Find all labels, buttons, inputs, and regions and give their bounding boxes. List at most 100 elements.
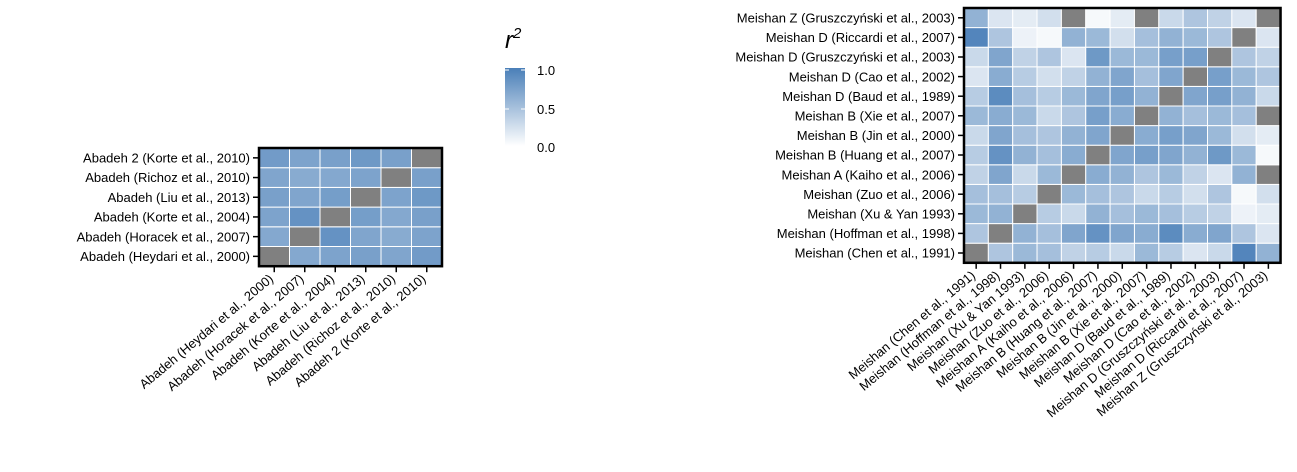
y-tick-label: Meishan D (Riccardi et al., 2007): [766, 30, 955, 45]
heatmap-cell: [1207, 164, 1233, 185]
heatmap-cell: [987, 144, 1014, 166]
heatmap-cell: [1036, 46, 1062, 68]
legend-title-base: r: [505, 27, 514, 54]
heatmap-cell-diagonal: [1158, 85, 1184, 107]
heatmap-cell: [1158, 46, 1184, 68]
heatmap-cell: [1231, 46, 1257, 68]
heatmap-cell: [1207, 27, 1233, 48]
heatmap-cell: [1182, 46, 1209, 68]
heatmap-cell: [1255, 223, 1282, 244]
heatmap-cell: [1231, 7, 1257, 29]
y-tick-label: Abadeh (Heydari et al., 2000): [80, 249, 250, 264]
heatmap-cell: [1109, 242, 1135, 264]
heatmap-cell: [1133, 242, 1160, 264]
color-legend: r2 1.0 0.5 0.0: [505, 25, 555, 155]
heatmap-frame: [257, 146, 444, 268]
heatmap-cell: [411, 226, 443, 248]
y-tick-label: Meishan D (Baud et al., 1989): [782, 89, 955, 104]
heatmap-cell: [1158, 7, 1184, 29]
heatmap-cell: [1085, 7, 1111, 29]
heatmap-cell: [987, 27, 1014, 48]
heatmap-cell: [1231, 223, 1257, 244]
heatmap-cell-diagonal: [1109, 125, 1135, 146]
heatmap-cell: [1109, 203, 1135, 225]
heatmap-cell: [1182, 27, 1209, 48]
heatmap-cell: [1060, 105, 1087, 127]
heatmap-cell: [1207, 203, 1233, 225]
heatmap-cell: [1231, 144, 1257, 166]
heatmap-cell: [1255, 125, 1282, 146]
heatmap-cell: [1060, 203, 1087, 225]
legend-colorbar: [505, 68, 525, 146]
heatmap-cell: [963, 164, 989, 185]
heatmap-cell: [1133, 223, 1160, 244]
heatmap-cell: [987, 242, 1014, 264]
heatmap-cell: [987, 85, 1014, 107]
heatmap-cell: [1085, 183, 1111, 205]
heatmap-cell: [1158, 144, 1184, 166]
heatmap-cell: [1036, 242, 1062, 264]
heatmap-cell: [1182, 144, 1209, 166]
heatmap-cell: [1255, 203, 1282, 225]
heatmap-cell: [258, 186, 290, 208]
heatmap-cell: [1182, 242, 1209, 264]
heatmap-cell: [319, 186, 351, 208]
heatmap-cell-diagonal: [1231, 27, 1257, 48]
heatmap-cell: [987, 203, 1014, 225]
heatmap-cell-diagonal: [987, 223, 1014, 244]
heatmap-cell: [1158, 164, 1184, 185]
heatmap-cell: [1182, 223, 1209, 244]
heatmap-cell: [1133, 46, 1160, 68]
heatmap-cell-diagonal: [1012, 203, 1038, 225]
heatmap-cell: [1231, 125, 1257, 146]
heatmap-cell: [1255, 27, 1282, 48]
heatmap-cell: [380, 226, 412, 248]
heatmap-cell: [319, 147, 351, 169]
heatmap-cell: [1012, 46, 1038, 68]
heatmap-cell: [987, 105, 1014, 127]
y-tick-label: Meishan B (Jin et al., 2000): [797, 128, 955, 143]
heatmap-cell-diagonal: [1182, 66, 1209, 87]
heatmap-cell: [1012, 125, 1038, 146]
heatmap-cell: [1085, 203, 1111, 225]
heatmap-cell-diagonal: [380, 167, 412, 188]
heatmap-cell: [987, 183, 1014, 205]
heatmap-cell: [1133, 125, 1160, 146]
heatmap-cell: [1133, 203, 1160, 225]
heatmap-cell: [1060, 46, 1087, 68]
heatmap-cell: [987, 46, 1014, 68]
heatmap-cell: [1109, 27, 1135, 48]
y-tick-label: Abadeh (Richoz et al., 2010): [85, 170, 250, 185]
heatmap-cell: [1085, 164, 1111, 185]
heatmap-cell: [1012, 183, 1038, 205]
heatmap-cell: [963, 144, 989, 166]
heatmap-cell: [1012, 164, 1038, 185]
y-tick-label: Meishan (Zuo et al., 2006): [803, 187, 955, 202]
heatmap-cell: [1036, 125, 1062, 146]
heatmap-cell: [350, 167, 382, 188]
heatmap-cell-diagonal: [1085, 144, 1111, 166]
heatmap-cell: [1231, 242, 1257, 264]
heatmap-cell: [1207, 85, 1233, 107]
heatmap-cell: [963, 183, 989, 205]
heatmap-cell: [1207, 223, 1233, 244]
heatmap-cell: [1085, 223, 1111, 244]
heatmap-cell: [1085, 125, 1111, 146]
heatmap-cell-diagonal: [319, 206, 351, 228]
heatmap-cell: [1012, 223, 1038, 244]
heatmap-cell: [1060, 66, 1087, 87]
heatmap-cell: [1036, 85, 1062, 107]
y-tick-label: Meishan D (Cao et al., 2002): [789, 69, 955, 84]
y-tick-label: Abadeh (Liu et al., 2013): [108, 190, 250, 205]
heatmap-cell-diagonal: [258, 246, 290, 267]
heatmap-cell-diagonal: [350, 186, 382, 208]
heatmap-cell: [1207, 125, 1233, 146]
heatmap-cell: [1231, 164, 1257, 185]
heatmap-cell-diagonal: [1133, 7, 1160, 29]
heatmap-cell: [1255, 242, 1282, 264]
heatmap-cell: [1060, 85, 1087, 107]
heatmap-cell: [1158, 105, 1184, 127]
heatmap-cell: [1133, 144, 1160, 166]
heatmap-cell: [1231, 203, 1257, 225]
heatmap-cell: [963, 66, 989, 87]
